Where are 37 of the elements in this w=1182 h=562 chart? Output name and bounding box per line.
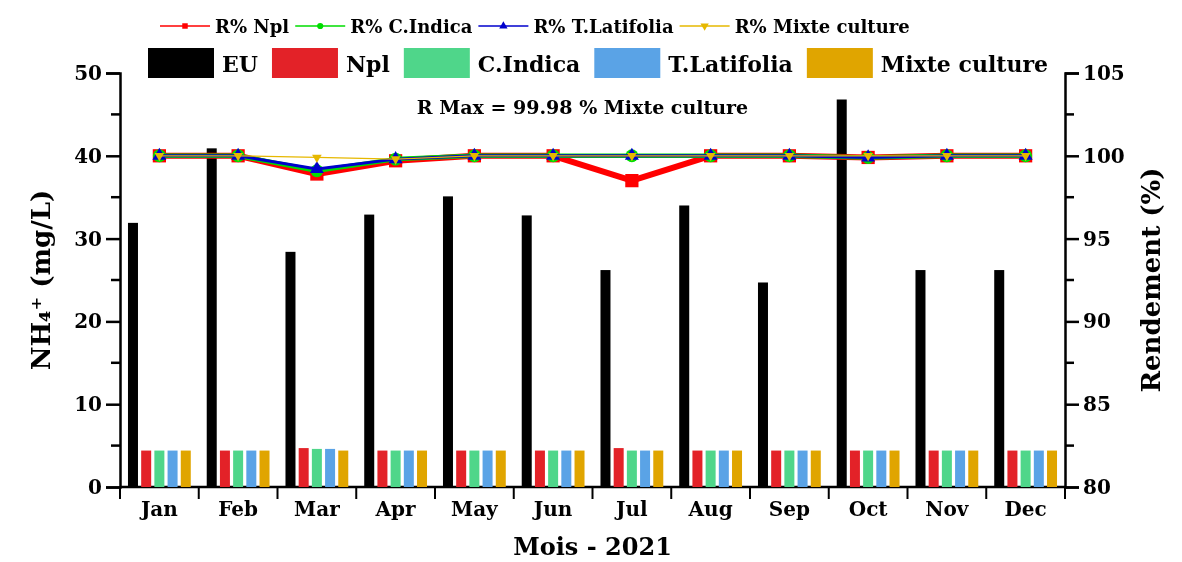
- legend-label: Npl: [345, 51, 390, 77]
- x-tick-label: Aug: [687, 497, 733, 521]
- y-tick-label: 20: [74, 309, 102, 334]
- x-tick-label: Jun: [531, 497, 573, 521]
- y-tick-label: 50: [74, 60, 102, 85]
- legend-label: Mixte culture: [880, 51, 1048, 77]
- legend-label: R% T.Latifolia: [533, 16, 674, 37]
- x-tick-label: Dec: [1004, 497, 1047, 521]
- y2-axis-title: Rendement (%): [1136, 167, 1166, 393]
- x-tick-label: Jan: [138, 497, 179, 521]
- y2-tick-label: 100: [1083, 143, 1125, 168]
- y-tick-label: 0: [88, 474, 102, 499]
- y2-tick-label: 85: [1083, 392, 1111, 417]
- x-tick-label: Apr: [374, 497, 417, 521]
- x-tick-label: Mar: [294, 497, 341, 521]
- legend-label: EU: [222, 51, 258, 77]
- x-tick-label: Feb: [218, 497, 259, 521]
- y-tick-label: 40: [74, 143, 102, 168]
- legend-label: T.Latifolia: [668, 51, 793, 77]
- y2-tick-label: 105: [1083, 60, 1125, 85]
- x-axis-title: Mois - 2021: [513, 532, 672, 561]
- y2-tick-label: 95: [1083, 226, 1111, 251]
- legend-label: C.Indica: [477, 51, 581, 77]
- y-tick-label: 10: [74, 392, 102, 417]
- annotation: R Max = 99.98 % Mixte culture: [416, 96, 749, 118]
- y-tick-label: 30: [74, 226, 102, 251]
- x-tick-label: Nov: [925, 497, 970, 521]
- legend-label: R% C.Indica: [350, 16, 473, 37]
- legend-label: R% Npl: [215, 16, 290, 37]
- x-tick-label: May: [451, 497, 500, 521]
- y2-tick-label: 80: [1083, 474, 1111, 499]
- x-tick-label: Oct: [848, 497, 889, 521]
- y2-tick-label: 90: [1083, 309, 1111, 334]
- y-axis-title: NH₄⁺ (mg/L): [26, 189, 56, 371]
- x-tick-label: Sep: [768, 497, 810, 521]
- x-tick-label: Jul: [614, 497, 649, 521]
- legend-label: R% Mixte culture: [734, 16, 910, 37]
